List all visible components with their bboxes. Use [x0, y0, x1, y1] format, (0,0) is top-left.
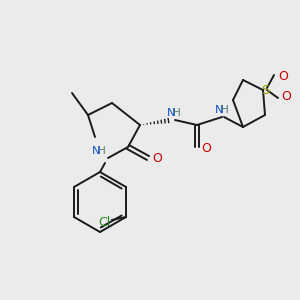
Text: S: S — [261, 83, 269, 97]
Text: N: N — [167, 108, 175, 118]
Text: H: H — [98, 146, 106, 156]
Text: O: O — [201, 142, 211, 155]
Text: O: O — [278, 70, 288, 83]
Text: Cl: Cl — [98, 215, 110, 229]
Text: H: H — [221, 105, 229, 115]
Text: O: O — [281, 91, 291, 103]
Text: H: H — [173, 108, 181, 118]
Text: N: N — [92, 146, 100, 156]
Text: O: O — [152, 152, 162, 164]
Text: N: N — [215, 105, 223, 115]
